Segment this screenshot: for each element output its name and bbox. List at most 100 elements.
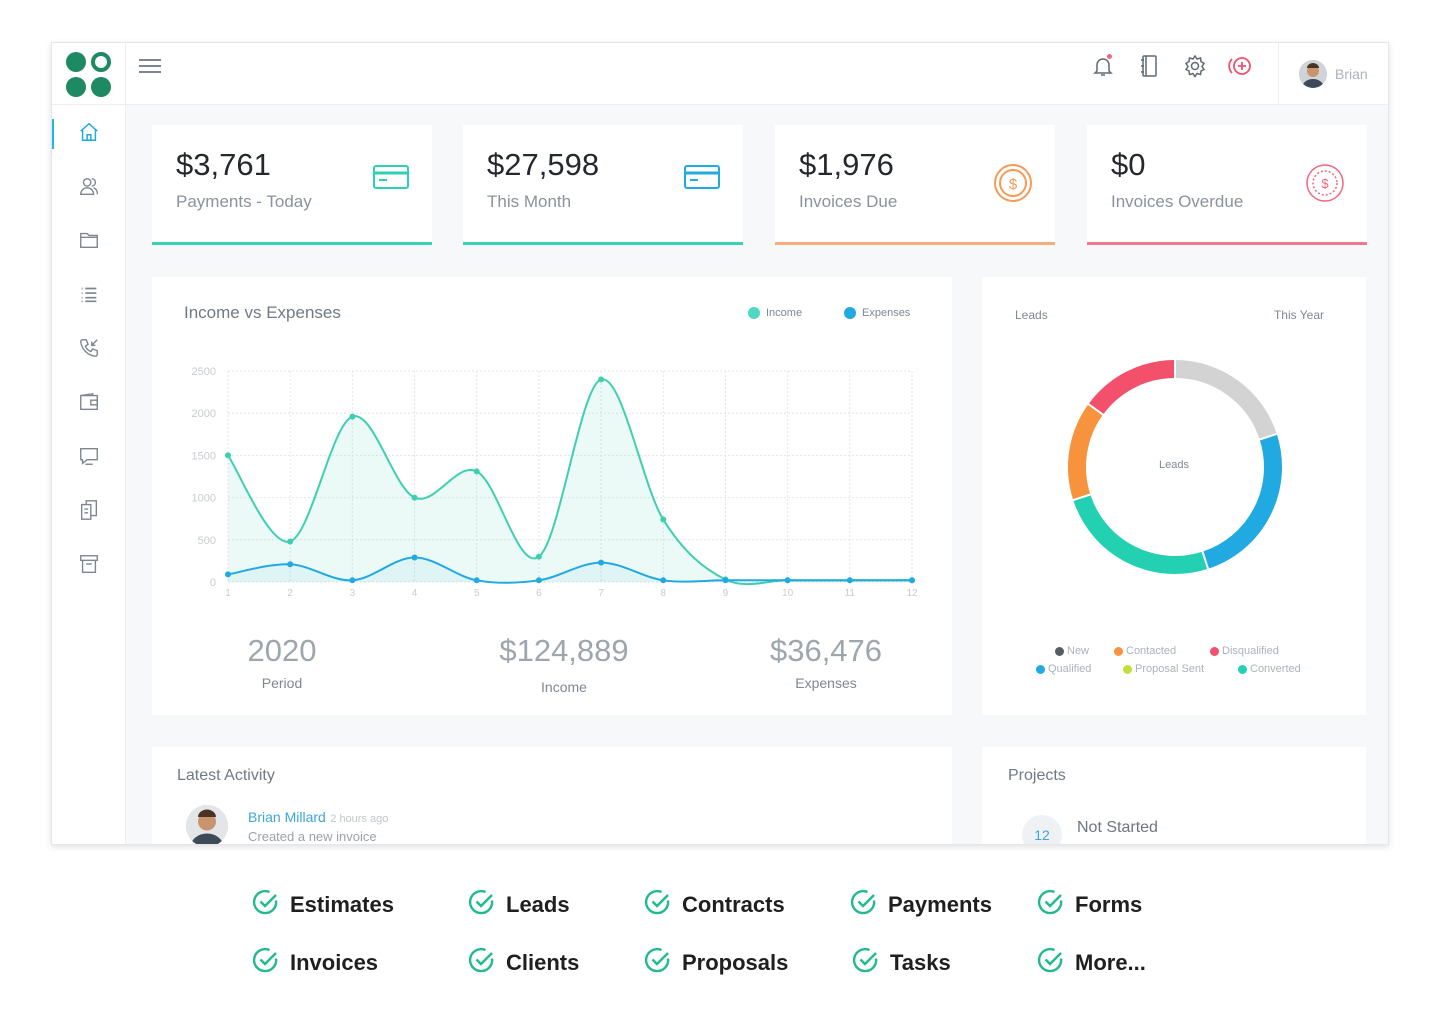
y-tick-label: 1000: [192, 493, 216, 505]
legend-dot: [1036, 664, 1045, 674]
feature-label: Estimates: [290, 892, 394, 917]
summary-label: Expenses: [795, 675, 857, 691]
feature-item: More...: [1037, 946, 1146, 980]
legend-qualified[interactable]: Qualified: [1036, 663, 1091, 675]
x-tick-label: 9: [723, 588, 729, 599]
summary-expenses: $36,476 Expenses: [716, 633, 936, 691]
legend-expenses[interactable]: Expenses: [844, 307, 910, 319]
x-tick-label: 10: [782, 588, 794, 599]
donut-separator: [1200, 549, 1210, 571]
data-point-income: [349, 413, 356, 420]
series-line-income: [227, 378, 912, 586]
legend-dot: [1123, 664, 1132, 674]
feature-label: Contracts: [682, 892, 785, 917]
x-tick-label: 8: [660, 588, 666, 599]
legend-label: New: [1067, 645, 1090, 657]
y-tick-label: 500: [198, 535, 216, 547]
legend-contacted[interactable]: Contacted: [1114, 645, 1176, 657]
avatar: [186, 805, 228, 844]
leads-period-select[interactable]: This Year: [1273, 308, 1324, 322]
summary-label: Income: [541, 679, 587, 695]
project-count-badge: 12: [1022, 815, 1062, 844]
data-point-income: [225, 452, 231, 459]
stat-card-invoices-due[interactable]: $1,976 Invoices Due $: [775, 125, 1055, 245]
x-tick-label: 6: [536, 588, 542, 599]
sidebar-item-wallet[interactable]: [52, 375, 125, 429]
y-tick-label: 2500: [192, 366, 216, 378]
donut-slice-disqualified[interactable]: [1088, 360, 1176, 415]
check-circle-icon: [1037, 888, 1065, 922]
data-point-expenses: [846, 577, 853, 584]
x-tick-label: 4: [412, 588, 418, 599]
stat-card-payments-today[interactable]: $3,761 Payments - Today: [152, 125, 432, 245]
user-name: Brian: [1335, 66, 1368, 82]
legend-converted[interactable]: Converted: [1238, 663, 1301, 675]
quick-add-icon[interactable]: [1224, 49, 1258, 83]
chat-icon: [79, 447, 98, 465]
y-tick-label: 1500: [192, 450, 216, 462]
legend-proposal-sent[interactable]: Proposal Sent: [1123, 663, 1204, 675]
notebook-icon[interactable]: [1132, 49, 1166, 83]
y-tick-label: 2000: [192, 408, 216, 420]
data-point-expenses: [535, 577, 542, 584]
sidebar-item-chat[interactable]: [52, 429, 125, 483]
stat-card-this-month[interactable]: $27,598 This Month: [463, 125, 743, 245]
donut-slice-converted[interactable]: [1073, 494, 1209, 574]
feature-item: Contracts: [644, 888, 785, 922]
logo[interactable]: [52, 43, 126, 105]
donut-slice-qualified[interactable]: [1202, 433, 1282, 569]
sidebar-item-archive[interactable]: [52, 537, 125, 591]
activity-user-link[interactable]: Brian Millard: [248, 809, 326, 825]
summary-value: $124,889: [499, 633, 629, 668]
legend-label: Qualified: [1048, 663, 1092, 675]
bell-icon[interactable]: [1086, 49, 1120, 83]
legend-dot: [1055, 646, 1064, 656]
data-point-expenses: [784, 577, 791, 584]
stat-bar: [775, 242, 1055, 245]
sidebar-item-documents[interactable]: [52, 483, 125, 537]
summary-label: Period: [261, 675, 303, 691]
data-point-income: [598, 376, 605, 383]
check-circle-icon: [252, 888, 280, 922]
legend-dot: [1238, 664, 1247, 674]
sidebar-item-files[interactable]: [52, 213, 125, 267]
summary-value: $36,476: [769, 633, 883, 668]
menu-toggle-icon[interactable]: [138, 55, 162, 77]
feature-item: Forms: [1037, 888, 1142, 922]
user-menu[interactable]: Brian: [1278, 43, 1388, 105]
data-point-expenses: [660, 577, 667, 584]
stat-bar: [463, 242, 743, 245]
sidebar-item-list[interactable]: [52, 267, 125, 321]
stat-value: $3,761: [176, 147, 271, 182]
donut-separator: [1257, 432, 1279, 442]
summary-period: 2020 Period: [172, 633, 392, 691]
donut-slice-new[interactable]: [1174, 360, 1277, 440]
feature-label: Tasks: [890, 950, 951, 975]
gear-icon[interactable]: [1178, 49, 1212, 83]
donut-separator: [1071, 492, 1093, 502]
legend-income[interactable]: Income: [748, 307, 802, 319]
activity-time: 2 hours ago: [330, 813, 389, 825]
top-bar: Brian: [126, 43, 1388, 105]
sidebar-item-clients[interactable]: [52, 159, 125, 213]
data-point-income: [411, 494, 418, 501]
leads-donut-chart: [1068, 358, 1282, 574]
stat-card-invoices-overdue[interactable]: $0 Invoices Overdue $: [1087, 125, 1367, 245]
legend-disqualified[interactable]: Disqualified: [1210, 645, 1279, 657]
activity-entry[interactable]: Brian Millard 2 hours ago: [248, 809, 388, 827]
logo-icon: [66, 52, 111, 97]
legend-new[interactable]: New: [1055, 645, 1089, 657]
sidebar-item-calls[interactable]: [52, 321, 125, 375]
feature-label: Leads: [506, 892, 570, 917]
data-point-expenses: [411, 554, 418, 561]
project-status[interactable]: Not Started: [1077, 819, 1158, 836]
sidebar-item-home[interactable]: [52, 105, 125, 159]
stat-label: Invoices Due: [799, 192, 898, 211]
check-circle-icon: [252, 946, 280, 980]
donut-slice-contacted[interactable]: [1068, 404, 1104, 501]
wallet-icon: [79, 392, 98, 411]
data-point-expenses: [722, 577, 729, 584]
users-icon: [79, 177, 98, 195]
legend-label: Income: [766, 307, 803, 319]
